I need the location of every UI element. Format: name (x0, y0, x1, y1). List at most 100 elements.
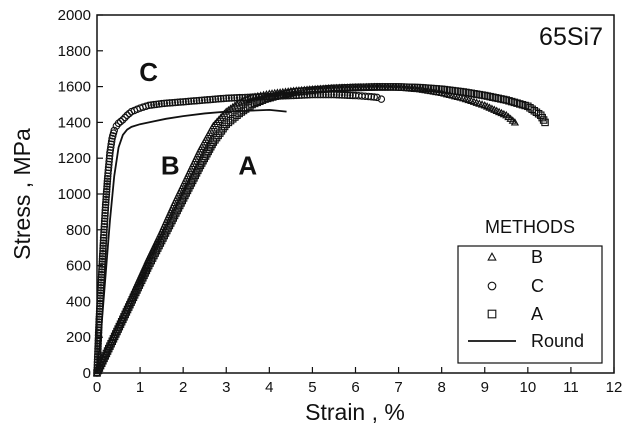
series-c-point (104, 163, 113, 172)
series-c-point (99, 244, 107, 253)
series-c-point (265, 92, 274, 101)
series-c-point (144, 101, 153, 110)
legend-label: C (531, 276, 544, 296)
series-c-point (160, 99, 169, 108)
series-c-point (195, 96, 204, 105)
y-tick-label: 600 (66, 258, 91, 275)
series-c-point (227, 94, 236, 102)
y-tick-label: 0 (83, 365, 91, 382)
series-c-point (235, 93, 244, 102)
series-c-point (104, 169, 112, 177)
series-a-point (195, 164, 203, 172)
series-c-point (287, 91, 295, 100)
series-a-point (246, 102, 254, 110)
series-c-point (249, 93, 257, 101)
series-c-point (96, 302, 104, 310)
series-c-point (95, 320, 103, 329)
series-c-point (209, 95, 217, 104)
series-c-point (103, 180, 111, 188)
series-c-point (198, 96, 206, 104)
series-c-point (93, 353, 102, 361)
series-c-point (98, 263, 106, 271)
x-tick-label: 1 (136, 379, 144, 396)
series-c-point (97, 278, 105, 287)
y-tick-label: 1000 (58, 186, 91, 203)
series-b-point (235, 98, 244, 106)
series-b-point (214, 115, 223, 123)
series-round-line (96, 108, 287, 374)
series-c-point (171, 98, 179, 107)
series-c-point (98, 260, 106, 268)
series-c-point (105, 154, 114, 163)
series-c-point (214, 95, 222, 103)
series-c-point (101, 200, 110, 209)
series-c-point (95, 310, 104, 318)
series-a-point (541, 118, 549, 127)
series-c-point (147, 101, 156, 109)
series-c-point (98, 265, 106, 274)
series-c-point (93, 369, 101, 377)
series-c-point (102, 198, 110, 206)
series-c-point (377, 95, 386, 103)
legend-entries: BCA Round (468, 247, 584, 351)
series-a-point (199, 156, 207, 165)
series-c-point (105, 151, 114, 160)
series-c-point (343, 91, 352, 99)
series-c-point (150, 100, 158, 109)
legend-triangle-swatch (487, 252, 497, 261)
series-a-point (197, 159, 206, 167)
series-c-point (284, 91, 292, 100)
series-c-point (373, 93, 381, 102)
series-c-point (97, 276, 106, 284)
series-c-point (98, 249, 107, 258)
series-c-point (219, 94, 228, 103)
series-c-point (119, 115, 127, 124)
series-c-point (308, 90, 317, 99)
series-c-point (268, 92, 276, 101)
legend-square-swatch (487, 309, 497, 319)
x-tick-label: 5 (308, 379, 316, 396)
series-c-point (93, 358, 102, 367)
x-tick-label: 3 (222, 379, 230, 396)
series-c-point (305, 91, 314, 99)
series-c-point (276, 92, 284, 100)
series-c-point (257, 93, 266, 101)
y-tick-label: 2000 (58, 7, 91, 24)
series-c-point (100, 223, 109, 231)
series-a-point (201, 152, 210, 160)
series-b-point (510, 118, 520, 126)
series-c-point (338, 91, 346, 99)
series-c-point (93, 363, 101, 372)
x-tick-label: 0 (93, 379, 101, 396)
series-c-point (103, 182, 111, 191)
series-c-point (297, 91, 306, 99)
series-c-point (217, 94, 225, 103)
series-c-point (100, 217, 109, 226)
series-c-point (330, 90, 338, 99)
series-c-point (94, 345, 102, 353)
series-c-point (104, 172, 112, 180)
series-c-point (279, 92, 287, 100)
x-tick-label: 6 (351, 379, 359, 396)
series-c-point (94, 342, 102, 350)
series-c-point (93, 366, 101, 375)
series-c-point (101, 209, 109, 217)
series-c-point (99, 236, 108, 245)
series-c-point (97, 270, 106, 279)
series-c-point (252, 93, 260, 101)
series-a-point (204, 147, 212, 156)
x-tick-label: 12 (606, 379, 623, 396)
series-c-point (105, 157, 113, 166)
y-tick-label: 1200 (58, 150, 91, 167)
x-tick-label: 4 (265, 379, 273, 396)
series-c-point (335, 91, 344, 99)
series-b-point (216, 113, 225, 121)
series-c-point (97, 273, 106, 282)
series-c-point (152, 100, 161, 109)
series-c-point (165, 99, 174, 107)
series-c-point (96, 294, 105, 303)
series-c-point (238, 93, 247, 102)
series-c-point (319, 90, 327, 99)
